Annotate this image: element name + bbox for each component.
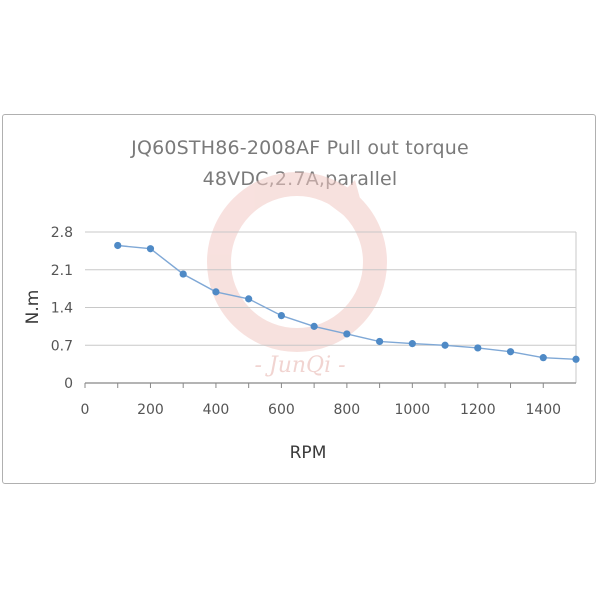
axes: 0 0.7 1.4 2.1 2.8 0 200 400 600 800 1000 1200 1400 xyxy=(51,225,576,418)
x-axis-label: RPM xyxy=(290,443,327,463)
y-tick-label: 0 xyxy=(64,376,73,392)
data-point xyxy=(146,245,155,253)
data-point xyxy=(376,337,384,346)
y-axis-label: N.m xyxy=(23,290,43,325)
watermark-text: - JunQi - xyxy=(254,353,345,378)
data-point xyxy=(474,344,482,352)
grid xyxy=(85,231,577,383)
x-tick-label: 1400 xyxy=(525,402,561,418)
x-tick-label: 400 xyxy=(203,402,230,418)
chart-title: JQ60STH86-2008AF Pull out torque xyxy=(131,137,469,159)
data-point xyxy=(572,355,580,363)
y-tick-label: 2.1 xyxy=(51,263,73,279)
x-tick-label: 800 xyxy=(333,402,360,418)
data-point xyxy=(408,340,416,348)
y-tick-label: 1.4 xyxy=(51,301,73,317)
data-point xyxy=(114,241,122,250)
data-point xyxy=(506,348,515,356)
data-point xyxy=(441,341,449,349)
watermark-ring xyxy=(207,172,387,352)
series-points xyxy=(114,241,580,363)
watermark-arrow xyxy=(330,180,370,235)
data-point xyxy=(245,295,253,303)
watermark-logo: - JunQi - xyxy=(207,172,387,378)
series-line-layer xyxy=(117,244,577,360)
data-point xyxy=(179,270,187,278)
data-point xyxy=(212,288,220,296)
x-tick-label: 0 xyxy=(81,402,90,418)
data-point xyxy=(343,330,351,338)
x-tick-label: 1200 xyxy=(460,402,496,418)
y-tick-label: 2.8 xyxy=(51,225,73,241)
series-line xyxy=(117,244,577,360)
data-point xyxy=(277,311,285,320)
x-tick-label: 1000 xyxy=(395,402,431,418)
x-tick-label: 600 xyxy=(268,402,295,418)
data-point xyxy=(539,354,547,362)
x-tick-label: 200 xyxy=(137,402,164,418)
data-point xyxy=(310,322,318,330)
y-tick-label: 0.7 xyxy=(51,338,73,354)
